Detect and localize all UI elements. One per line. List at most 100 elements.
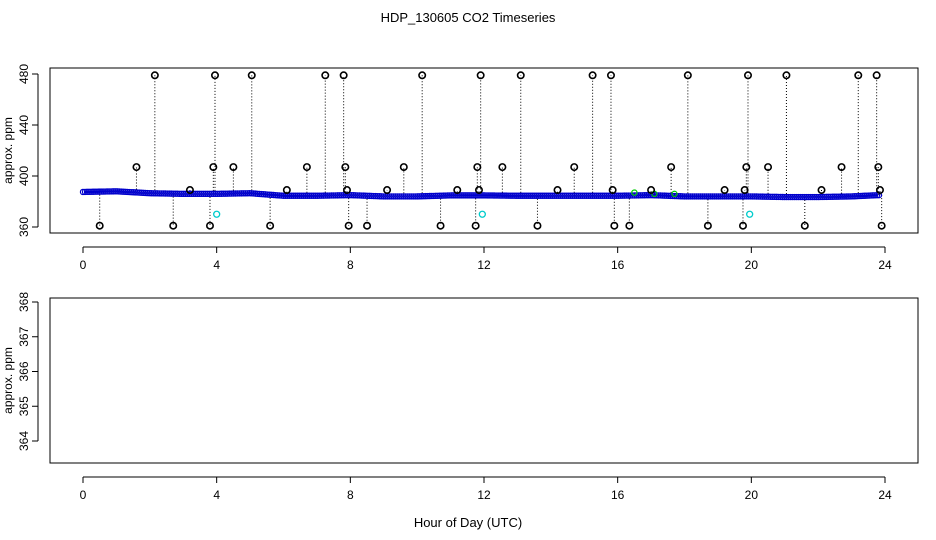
baseline-point [182,190,189,198]
baseline-point [749,193,756,200]
baseline-point [159,190,167,197]
baseline-point [107,188,115,195]
baseline-point [149,190,157,197]
baseline-point [723,193,730,200]
spike-point [875,186,884,195]
y-tick-label: 366 [17,361,31,381]
x-tick-label: 4 [213,258,220,272]
baseline-point [196,190,203,198]
baseline-point [715,193,722,200]
spike-point [874,163,883,172]
baseline-point [170,190,177,197]
baseline-point [83,188,91,196]
spike-point [229,163,238,172]
baseline-point [506,192,514,199]
spike-point [209,163,218,172]
baseline-point [685,193,692,200]
baseline-point [224,190,231,197]
baseline-point [735,193,742,200]
baseline-point [799,193,806,201]
x-tick-label: 12 [477,488,491,502]
baseline-point [218,190,225,197]
baseline-point [216,190,223,197]
baseline-point [382,193,389,200]
baseline-point [300,192,307,199]
spike-point [150,71,159,80]
baseline-point [759,193,766,200]
x-tick-label: 0 [80,488,87,502]
baseline-point [857,192,865,200]
baseline-point [504,192,512,199]
baseline-point [200,190,207,198]
baseline-point [641,192,648,199]
baseline-point [178,190,185,198]
baseline-point [601,192,608,199]
baseline-point [360,192,367,199]
baseline-point [847,193,855,200]
baseline-point [105,188,113,195]
baseline-point [234,190,241,197]
spike-point [782,71,791,80]
baseline-point [99,188,107,195]
spike-point [436,221,445,230]
spike-point [418,71,427,80]
plot-frame [49,67,919,234]
baseline-point [378,193,385,200]
spike-point [553,186,562,195]
spike-point [740,186,749,195]
y-axis-label: approx. ppm [1,347,15,414]
baseline-point [398,193,405,200]
baseline-point [168,190,175,197]
baseline-point [825,193,833,201]
baseline-point [394,193,401,200]
baseline-point [232,190,239,197]
baseline-point [352,192,359,199]
baseline-point [837,193,845,200]
baseline-point [781,193,788,201]
spike-point [383,186,392,195]
baseline-point [859,192,867,200]
baseline-point [587,192,594,199]
baseline-point [508,192,516,199]
baseline-point [835,193,843,200]
spike-point [703,221,712,230]
baseline-point [510,192,518,199]
baseline-point [226,190,233,197]
baseline-point [496,192,504,199]
baseline-point [486,192,494,199]
baseline-point [288,192,295,199]
baseline-point [526,192,534,199]
baseline-point [462,192,470,199]
baseline-point [470,192,478,199]
baseline-point [324,192,331,199]
baseline-point [458,192,466,199]
spike-point [516,71,525,80]
spike-point [210,71,219,80]
baseline-point [336,192,343,199]
baseline-point [498,192,506,199]
baseline-point [765,193,772,200]
baseline-point [85,188,93,196]
baseline-point [769,193,776,201]
baseline-point [340,192,347,199]
baseline-point [91,188,99,195]
baseline-point [867,192,875,199]
green-point [631,189,638,196]
baseline-point [739,193,746,200]
baseline-point [406,193,414,200]
y-tick-label: 367 [17,326,31,346]
baseline-point [230,190,237,197]
baseline-point [242,190,249,197]
baseline-point [709,193,716,200]
baseline-point [542,192,550,199]
spike-point [625,221,634,230]
baseline-point [613,192,620,199]
baseline-point [188,190,195,198]
baseline-point [697,193,704,200]
baseline-point [809,193,817,201]
baseline-point [490,192,498,199]
baseline-point [757,193,764,200]
baseline-point [204,190,211,198]
y-tick-label: 480 [17,64,31,84]
baseline-point [546,192,554,199]
